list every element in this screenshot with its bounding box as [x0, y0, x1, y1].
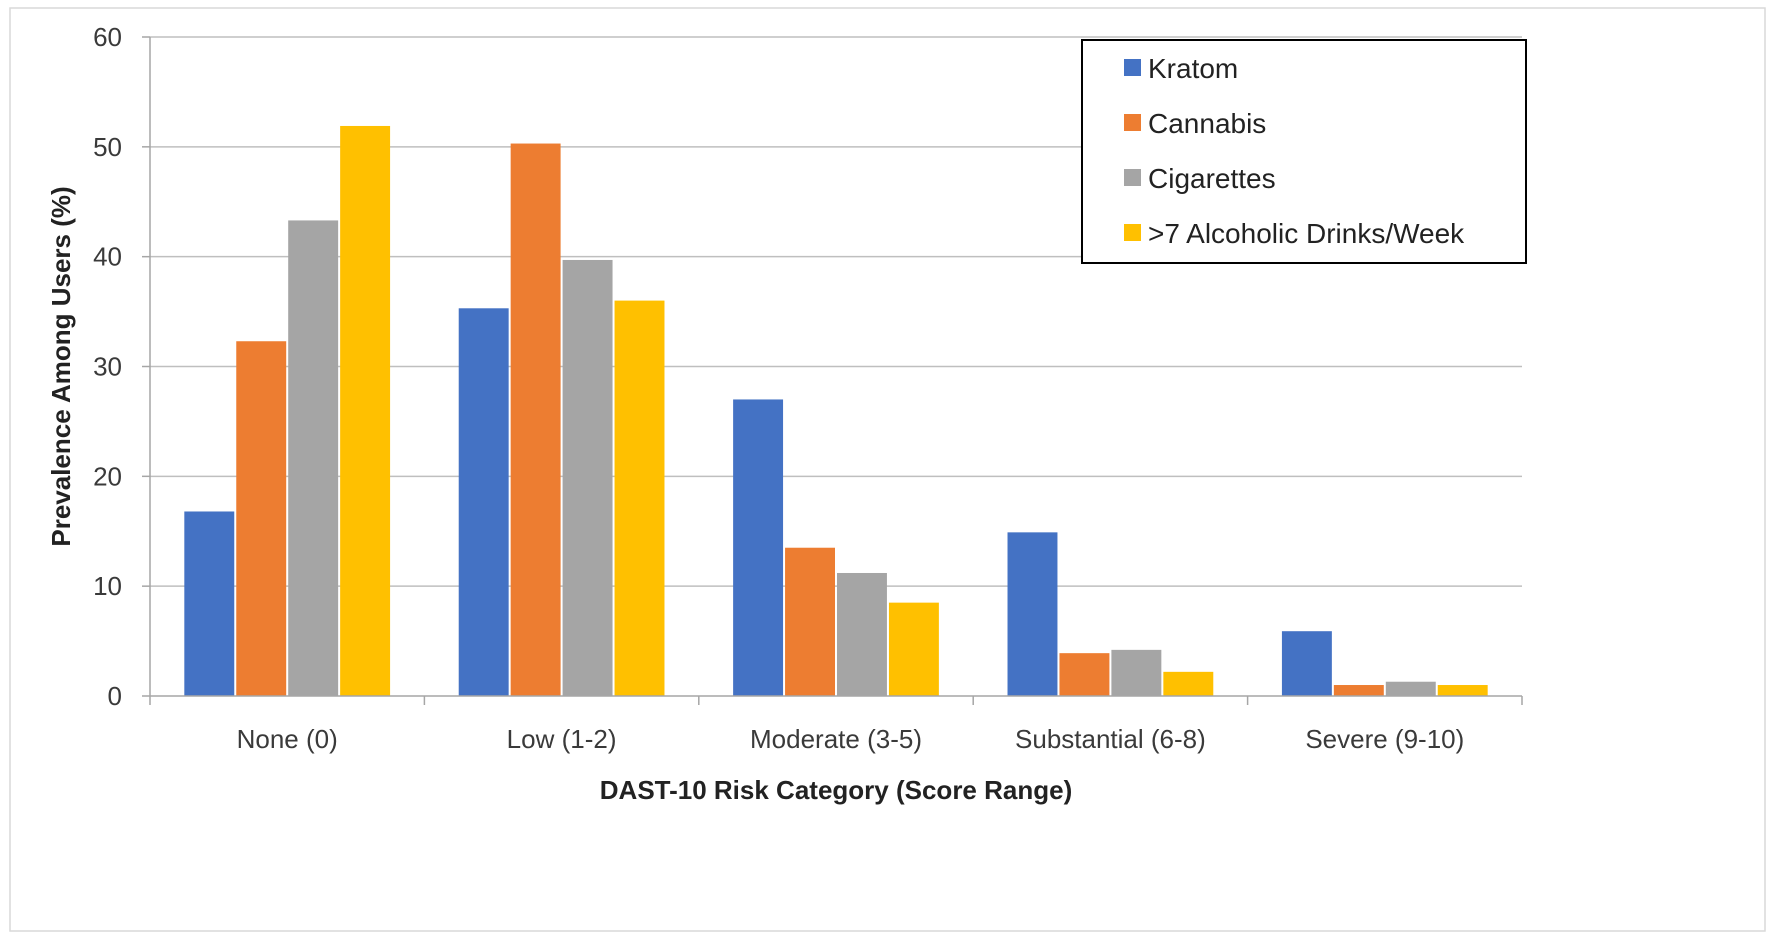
bar--7-alcoholic-drinks-week-0 [340, 125, 391, 697]
x-tick-label: Low (1-2) [507, 724, 617, 754]
x-tick-label: None (0) [237, 724, 338, 754]
y-tick-label: 0 [108, 681, 122, 711]
y-tick-label: 10 [93, 571, 122, 601]
y-tick-label: 60 [93, 22, 122, 52]
x-axis-title: DAST-10 Risk Category (Score Range) [600, 775, 1072, 805]
bar-cigarettes-3 [1111, 649, 1162, 696]
legend: Kratom Cannabis Cigarettes >7 Alcoholic Dri… [1081, 39, 1527, 264]
bar--7-alcoholic-drinks-week-4 [1437, 685, 1488, 696]
bar-kratom-1 [458, 308, 509, 696]
bars [184, 125, 1488, 697]
legend-swatch [1124, 169, 1141, 186]
bar-cigarettes-4 [1385, 681, 1436, 696]
bar-cannabis-2 [785, 547, 835, 696]
legend-box [1081, 39, 1527, 264]
y-axis-title: Prevalence Among Users (%) [46, 186, 76, 546]
bar--7-alcoholic-drinks-week-1 [614, 300, 665, 696]
bar-cigarettes-0 [288, 220, 339, 696]
legend-label: Cigarettes [1148, 163, 1276, 194]
bar-kratom-2 [733, 399, 784, 696]
x-tick-label: Substantial (6-8) [1015, 724, 1206, 754]
bar-kratom-0 [184, 511, 235, 696]
bar-cannabis-1 [510, 143, 561, 696]
legend-label: >7 Alcoholic Drinks/Week [1148, 218, 1465, 249]
legend-label: Kratom [1148, 53, 1238, 84]
bar--7-alcoholic-drinks-week-3 [1163, 671, 1214, 696]
bar-kratom-3 [1007, 532, 1058, 696]
bar-cannabis-4 [1333, 685, 1384, 696]
y-tick-label: 30 [93, 352, 122, 382]
legend-swatch [1124, 224, 1141, 241]
legend-label: Cannabis [1148, 108, 1266, 139]
bar-cigarettes-2 [837, 572, 887, 696]
bar-cannabis-0 [236, 341, 287, 696]
y-tick-label: 20 [93, 461, 122, 491]
axes: 0 10 20 30 40 50 60 None (0) Low (1-2) Moderate (… [93, 22, 1523, 754]
bar--7-alcoholic-drinks-week-2 [888, 602, 939, 696]
bar-kratom-4 [1281, 631, 1332, 696]
x-tick-label: Severe (9-10) [1305, 724, 1464, 754]
y-tick-label: 40 [93, 242, 122, 272]
x-tick-label: Moderate (3-5) [750, 724, 922, 754]
bar-cigarettes-1 [562, 259, 613, 696]
legend-swatch [1124, 114, 1141, 131]
y-tick-label: 50 [93, 132, 122, 162]
bar-cannabis-3 [1059, 653, 1110, 696]
legend-swatch [1124, 59, 1141, 76]
